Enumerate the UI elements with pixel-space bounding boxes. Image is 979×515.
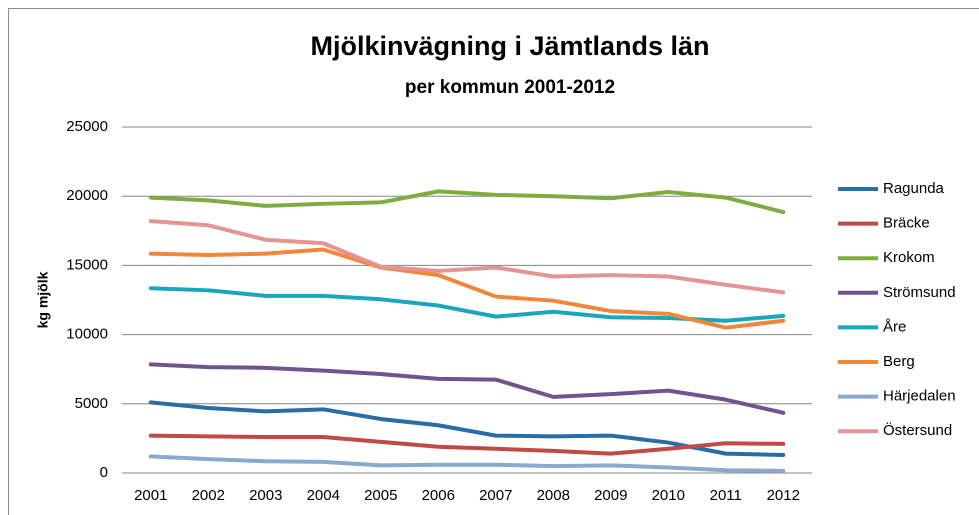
series-line xyxy=(148,433,786,456)
series-line xyxy=(148,219,786,295)
y-tick-label: 25000 xyxy=(66,118,108,135)
y-tick-label: 5000 xyxy=(75,395,108,412)
series-line xyxy=(148,286,786,323)
legend-label: Bräcke xyxy=(883,215,930,232)
chart-frame xyxy=(8,8,979,515)
chart-title: Mjölkinvägning i Jämtlands län xyxy=(310,31,709,61)
y-tick-label: 10000 xyxy=(66,326,108,343)
y-tick-label: 0 xyxy=(100,464,108,481)
x-tick-label: 2010 xyxy=(652,487,685,504)
legend-label: Ragunda xyxy=(883,180,945,197)
chart-subtitle: per kommun 2001-2012 xyxy=(405,77,615,98)
series-line xyxy=(148,362,786,415)
legend-label: Härjedalen xyxy=(883,388,956,405)
legend-label: Berg xyxy=(883,353,915,370)
y-axis-label: kg mjölk xyxy=(35,271,51,328)
x-tick-label: 2001 xyxy=(134,487,167,504)
x-tick-label: 2003 xyxy=(249,487,282,504)
series-line xyxy=(148,247,786,330)
y-tick-label: 20000 xyxy=(66,187,108,204)
legend-label: Strömsund xyxy=(883,284,956,301)
legend-label: Östersund xyxy=(883,421,952,439)
series-line xyxy=(148,400,786,458)
x-tick-label: 2006 xyxy=(422,487,455,504)
x-tick-label: 2012 xyxy=(767,487,800,504)
x-tick-label: 2005 xyxy=(364,487,397,504)
y-tick-label: 15000 xyxy=(66,256,108,273)
x-tick-label: 2007 xyxy=(479,487,512,504)
legend-label: Krokom xyxy=(883,249,935,266)
series-line xyxy=(148,189,786,215)
x-tick-label: 2009 xyxy=(594,487,627,504)
legend-label: Åre xyxy=(883,318,906,335)
x-tick-label: 2011 xyxy=(710,487,742,504)
x-tick-label: 2002 xyxy=(192,487,225,504)
x-tick-label: 2008 xyxy=(537,487,570,504)
x-tick-label: 2004 xyxy=(307,487,340,504)
series-line xyxy=(148,454,786,473)
